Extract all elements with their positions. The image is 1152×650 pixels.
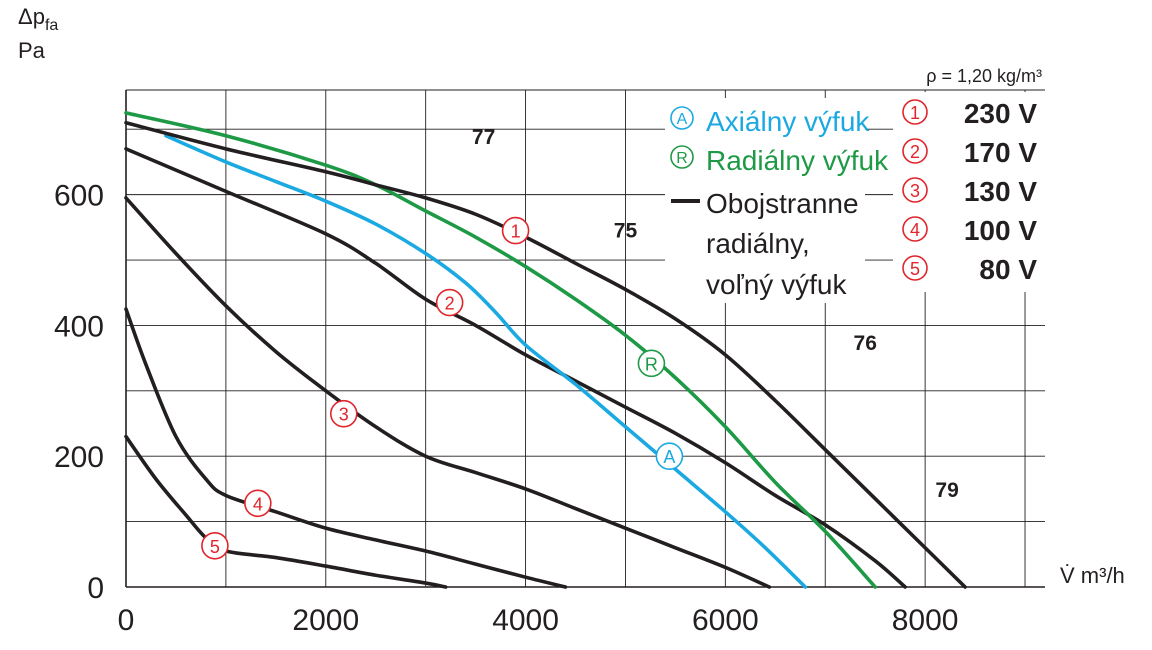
curve-marker: 4 xyxy=(244,489,272,518)
curve-marker-label: A xyxy=(663,447,675,467)
legend-label-line1: Obojstranne xyxy=(706,188,859,219)
svg-text:A: A xyxy=(677,111,688,128)
legend-label-line2: radiálny, xyxy=(706,228,810,259)
curve-marker: 1 xyxy=(501,216,530,245)
voltage-marker-circle xyxy=(902,216,928,242)
curve-marker-circle xyxy=(329,399,358,428)
voltage-row: 1 230 V xyxy=(902,98,1037,129)
curve-markers: 1 2 3 4 5 R A xyxy=(201,216,684,560)
series-line-1 xyxy=(124,120,967,589)
curve-marker-circle xyxy=(637,349,666,378)
curve-marker: 5 xyxy=(201,532,229,560)
legend-item-both-sides: Obojstranne radiálny, voľný výfuk xyxy=(671,188,859,300)
legend-marker-axial xyxy=(670,106,694,130)
curve-marker-circle xyxy=(435,288,464,317)
curve-marker: 2 xyxy=(435,288,464,317)
voltage-marker-number: 4 xyxy=(910,220,920,240)
x-tick-label: 6000 xyxy=(692,604,759,637)
series-line-5 xyxy=(124,434,448,589)
voltage-value: 80 V xyxy=(979,254,1037,285)
curve-marker-label: 4 xyxy=(253,494,263,514)
y-axis-label: Δpfa xyxy=(18,4,58,34)
series-line-R xyxy=(124,111,877,589)
x-tick-label: 0 xyxy=(118,604,135,637)
efficiency-labels: 77 75 76 79 xyxy=(472,126,959,502)
y-tick-labels: 0 200 400 600 xyxy=(54,180,104,605)
legend-label-axial: Axiálny výfuk xyxy=(706,106,870,137)
legend: A Axiálny výfuk R Radiálny výfuk Obojstr… xyxy=(665,98,889,303)
voltage-value: 130 V xyxy=(964,176,1037,207)
voltage-marker-circle xyxy=(902,99,928,125)
curve-marker-circle xyxy=(244,489,272,518)
y-axis-unit: Pa xyxy=(18,38,46,63)
legend-label-line3: voľný výfuk xyxy=(706,269,847,300)
efficiency-label: 75 xyxy=(614,219,638,242)
y-tick-label: 200 xyxy=(54,441,104,474)
curve-marker: R xyxy=(637,349,666,378)
y-tick-label: 400 xyxy=(54,310,104,343)
curve-marker: 3 xyxy=(329,399,358,428)
curve-marker-label: 1 xyxy=(511,222,521,242)
curve-marker-label: 3 xyxy=(339,405,349,425)
voltage-marker-number: 1 xyxy=(910,103,920,123)
voltage-marker-number: 5 xyxy=(910,259,920,279)
series-line-3 xyxy=(124,196,772,589)
voltage-row: 3 130 V xyxy=(902,176,1037,207)
voltage-value: 230 V xyxy=(964,98,1037,129)
density-note: ρ = 1,20 kg/m³ xyxy=(926,66,1042,86)
x-tick-label: 4000 xyxy=(492,604,559,637)
voltage-row: 2 170 V xyxy=(902,137,1037,168)
curve-marker: A xyxy=(655,442,684,471)
curve-marker-circle xyxy=(201,532,229,560)
series-line-A xyxy=(164,133,808,589)
y-tick-label: 600 xyxy=(54,180,104,213)
voltage-row: 5 80 V xyxy=(902,254,1037,285)
curve-marker-circle xyxy=(655,442,684,471)
voltage-marker-number: 3 xyxy=(910,181,920,201)
x-tick-labels: 0 2000 4000 6000 8000 xyxy=(118,604,959,637)
voltage-marker-circle xyxy=(902,255,928,281)
svg-text:R: R xyxy=(676,150,688,167)
voltage-marker-number: 2 xyxy=(910,142,920,162)
legend-label-radial: Radiálny výfuk xyxy=(706,145,889,176)
efficiency-label: 79 xyxy=(935,479,958,502)
voltage-marker-circle xyxy=(902,138,928,164)
voltage-row: 4 100 V xyxy=(902,215,1037,246)
curve-marker-label: 5 xyxy=(210,537,220,557)
curve-marker-label: 2 xyxy=(445,294,455,314)
voltage-marker-circle xyxy=(902,177,928,203)
legend-marker-radial xyxy=(670,145,694,169)
efficiency-label: 76 xyxy=(854,332,877,355)
voltage-value: 170 V xyxy=(964,137,1037,168)
series-line-4 xyxy=(124,307,568,589)
x-tick-label: 8000 xyxy=(892,604,959,637)
x-axis-label: V̇ m³/h xyxy=(1060,563,1125,588)
legend-item-radial: R Radiálny výfuk xyxy=(670,145,889,176)
voltage-value: 100 V xyxy=(964,215,1037,246)
series-lines xyxy=(124,111,967,589)
curve-marker-label: R xyxy=(645,354,658,374)
curve-marker-circle xyxy=(501,216,530,245)
x-tick-label: 2000 xyxy=(292,604,359,637)
voltage-table: 1 230 V 2 170 V 3 130 V 4 100 V 5 80 V xyxy=(893,92,1045,292)
efficiency-label: 77 xyxy=(472,126,495,149)
y-tick-label: 0 xyxy=(87,572,104,605)
legend-item-axial: A Axiálny výfuk xyxy=(670,106,870,137)
